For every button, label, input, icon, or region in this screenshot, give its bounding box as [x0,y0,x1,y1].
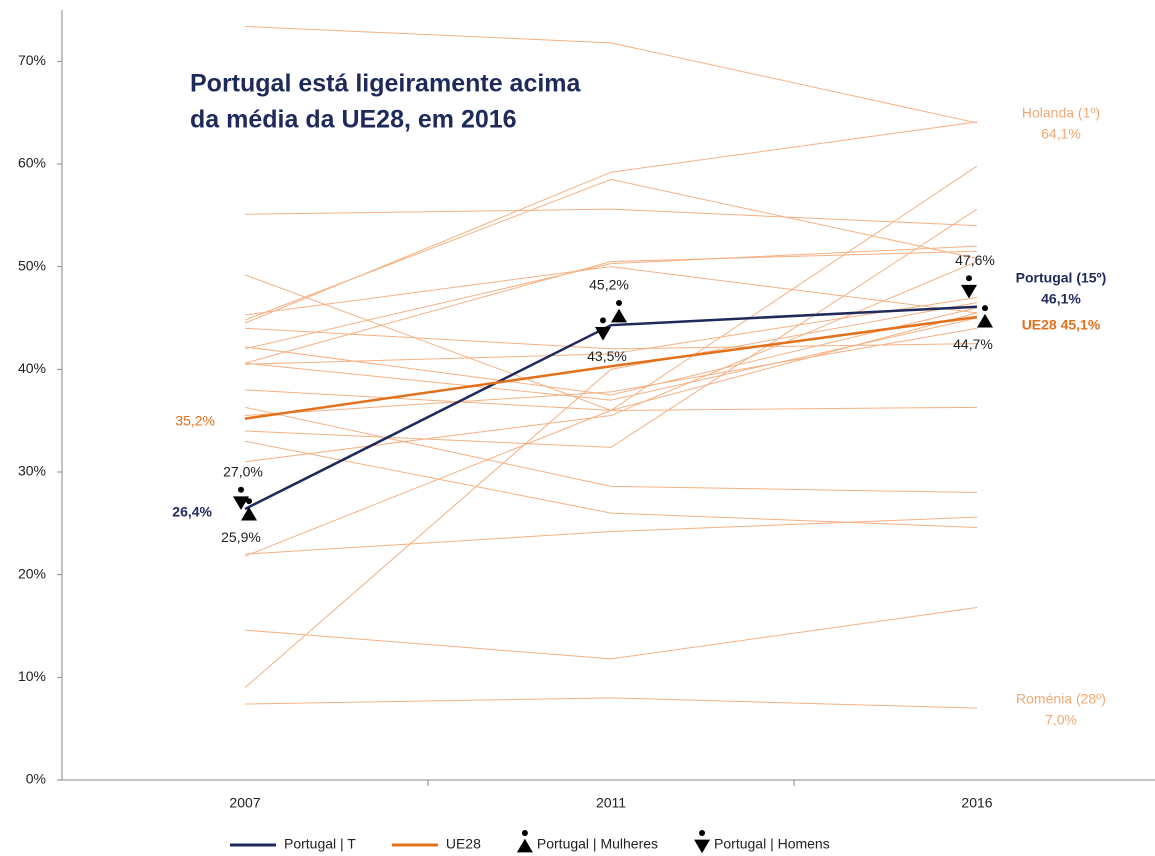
annotation: UE28 45,1% [1022,317,1101,333]
y-tick-label: 10% [18,668,46,684]
y-tick-label: 0% [26,771,46,787]
marker [595,317,611,341]
marker-dot [699,830,706,836]
chart-title: Portugal está ligeiramente acima [190,70,582,98]
marker [977,305,993,328]
legend-label: UE28 [446,836,481,852]
country-line [244,165,978,557]
marker-dot [238,486,244,493]
annotation: Roménia (28º) [1016,691,1106,707]
value-label: 44,7% [953,336,993,352]
marker-dot [246,498,252,505]
country-line [244,327,978,417]
country-line [244,250,978,364]
value-label: 43,5% [587,348,627,364]
annotation: 7,0% [1045,712,1077,728]
marker-triangle [516,838,533,853]
marker-triangle [611,308,627,323]
y-tick-label: 70% [18,52,46,68]
country-line [244,178,978,321]
value-label: 45,2% [589,277,629,293]
series-line [244,315,978,420]
country-line [244,302,978,688]
marker [516,830,533,853]
country-line [244,296,978,365]
value-label: 25,9% [221,529,261,545]
marker-triangle [241,506,257,521]
country-line [244,266,978,316]
country-line [244,516,978,555]
country-line [244,25,978,124]
country-line [244,245,978,350]
annotation: 64,1% [1041,126,1081,142]
marker-triangle [961,284,977,299]
marker-dot [600,317,606,324]
country-line [244,697,978,709]
marker [611,299,627,323]
country-line [244,607,978,660]
y-tick-label: 60% [18,155,46,171]
annotation: 35,2% [175,413,215,429]
y-tick-label: 40% [18,360,46,376]
marker-triangle [977,313,993,328]
annotation: Holanda (1º) [1022,105,1100,121]
marker-dot [521,830,528,836]
legend-label: Portugal | Homens [714,836,830,852]
value-label: 47,6% [955,252,995,268]
marker [233,486,249,510]
marker [241,498,257,521]
legend-label: Portugal | T [284,836,356,852]
marker-triangle [694,839,711,854]
country-line [244,208,978,448]
annotation: Portugal (15º) [1016,270,1107,286]
marker-dot [966,275,972,282]
marker [961,275,977,299]
annotation: 46,1% [1041,291,1081,307]
value-label: 27,0% [223,464,263,480]
series-line [244,305,978,511]
country-line [244,406,978,494]
marker-triangle [233,496,249,510]
y-tick-label: 50% [18,257,46,273]
y-tick-label: 30% [18,463,46,479]
country-line [244,208,978,227]
marker-dot [616,299,622,306]
chart-title: da média da UE28, em 2016 [190,106,517,134]
country-line [244,327,978,350]
annotation: 26,4% [172,504,212,520]
country-line [244,307,978,396]
country-line [244,440,978,528]
x-tick-label: 2016 [961,795,992,811]
x-tick-label: 2011 [596,795,626,811]
marker [694,830,711,854]
y-tick-label: 20% [18,565,46,581]
x-tick-label: 2007 [229,795,260,811]
marker-dot [982,305,988,312]
legend-label: Portugal | Mulheres [537,836,658,852]
country-line [244,121,978,324]
marker-triangle [595,327,611,341]
